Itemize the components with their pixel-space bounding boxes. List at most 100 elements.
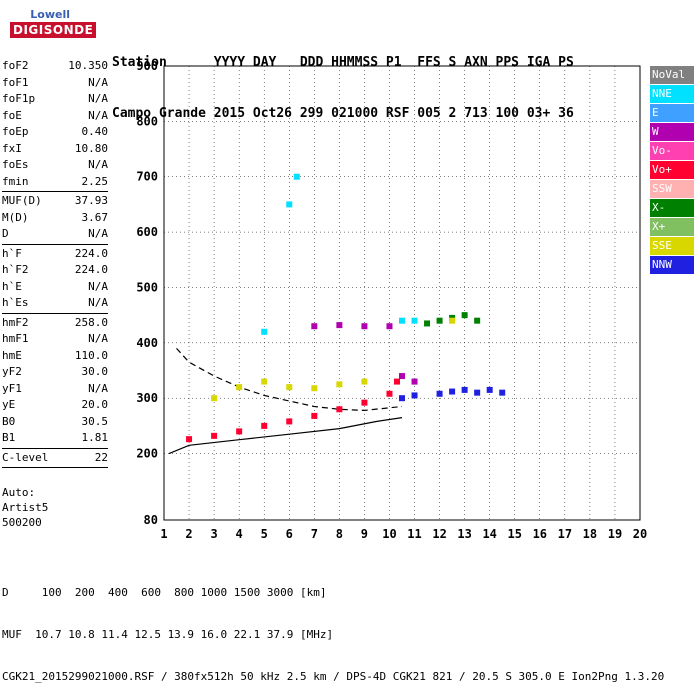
y-tick-label: 80 (144, 513, 158, 527)
param-row: C-level 22 (2, 450, 108, 467)
profile-trace-dashed (176, 347, 403, 412)
param-key: foF1 (2, 75, 29, 89)
bottom-info: D 100 200 400 600 800 1000 1500 3000 [km… (2, 558, 664, 698)
param-key: foEp (2, 125, 29, 138)
param-row: B0 30.5 (2, 414, 108, 431)
data-point (361, 378, 368, 385)
data-point (361, 323, 368, 330)
param-key: foE (2, 108, 22, 122)
param-value: N/A (88, 158, 108, 171)
param-value: 0.40 (81, 125, 109, 138)
data-point (286, 201, 293, 208)
data-point (261, 328, 268, 335)
data-point (261, 378, 268, 385)
param-value: 224.0 (74, 246, 108, 260)
param-value: N/A (88, 227, 108, 240)
data-point (424, 320, 431, 327)
profile-trace-solid (168, 417, 403, 455)
distance-row: D 100 200 400 600 800 1000 1500 3000 [km… (2, 586, 327, 599)
legend-entry: NNW (650, 256, 694, 274)
legend-entry: X- (650, 199, 694, 217)
direction-legend: NoVal NNE E W Vo- Vo+ SSW X- X+ SSE NNW (650, 66, 694, 275)
param-separator (2, 447, 108, 449)
legend-entry: W (650, 123, 694, 141)
data-point (211, 395, 218, 402)
param-key: hmF1 (2, 332, 29, 345)
data-point (311, 412, 318, 419)
legend-entry: NoVal (650, 66, 694, 84)
param-key: hmF2 (2, 315, 29, 329)
data-point (293, 173, 300, 180)
data-point (236, 428, 243, 435)
x-tick-label: 9 (361, 527, 368, 541)
data-point (261, 422, 268, 429)
x-tick-label: 7 (311, 527, 318, 541)
param-value: N/A (88, 332, 108, 345)
param-key: B1 (2, 431, 16, 444)
param-row: M(D) 3.67 (2, 210, 108, 227)
x-tick-label: 13 (457, 527, 471, 541)
param-row: fmin 2.25 (2, 174, 108, 191)
param-value: 30.5 (81, 414, 109, 428)
param-key: hmE (2, 348, 22, 362)
plot-frame (163, 65, 641, 521)
param-key: h`F (2, 246, 22, 260)
param-separator (2, 191, 108, 192)
logo-line1: Lowell (30, 8, 70, 21)
auto-artist: Artist5 (2, 501, 49, 514)
param-value: 110.0 (74, 348, 108, 362)
legend-entry: X+ (650, 218, 694, 236)
param-separator (2, 467, 108, 468)
legend-entry: SSW (650, 180, 694, 198)
x-tick-label: 1 (160, 527, 167, 541)
data-point (336, 322, 343, 329)
param-key: M(D) (2, 210, 29, 224)
footer-line: CGK21_2015299021000.RSF / 380fx512h 50 k… (2, 670, 665, 683)
param-key: fmin (2, 174, 29, 188)
data-point (436, 317, 443, 324)
y-tick-label: 600 (136, 225, 158, 239)
param-row: h`F 224.0 (2, 246, 108, 263)
autoscaling-info: Auto: Artist5 500200 (2, 485, 48, 530)
x-tick-label: 5 (261, 527, 268, 541)
param-row: yE 20.0 (2, 397, 108, 414)
param-key: C-level (2, 450, 49, 464)
param-value: 3.67 (81, 210, 109, 224)
param-value: 37.93 (74, 194, 108, 207)
param-key: yE (2, 398, 16, 411)
auto-label: Auto: (2, 486, 36, 499)
x-tick-label: 10 (382, 527, 396, 541)
param-row: foEp 0.40 (2, 124, 108, 141)
data-point (411, 378, 418, 385)
data-point (486, 386, 493, 393)
x-tick-label: 15 (508, 527, 522, 541)
param-value: 22 (94, 450, 108, 464)
param-value: 2.25 (81, 174, 109, 188)
x-tick-label: 3 (210, 527, 217, 541)
data-point (236, 384, 243, 391)
param-key: B0 (2, 414, 16, 428)
parameter-panel: foF2 10.350 foF1 N/A foF1p N/A foE N/A foEp 0.40 f… (2, 58, 108, 469)
param-row: yF2 30.0 (2, 364, 108, 381)
data-point (286, 418, 293, 425)
param-value: 258.0 (74, 315, 108, 329)
legend-entry: NNE (650, 85, 694, 103)
x-tick-label: 19 (608, 527, 622, 541)
param-value: N/A (88, 381, 108, 395)
param-value: N/A (88, 279, 108, 293)
data-point (499, 389, 506, 396)
data-point (336, 381, 343, 388)
data-point (411, 392, 418, 399)
param-row: B1 1.81 (2, 430, 108, 447)
legend-entry: Vo+ (650, 161, 694, 179)
x-tick-label: 2 (185, 527, 192, 541)
param-value: N/A (88, 296, 108, 309)
param-row: h`Es N/A (2, 295, 108, 312)
data-point (286, 384, 293, 391)
data-point (461, 386, 468, 393)
data-point (461, 312, 468, 319)
x-tick-label: 18 (583, 527, 597, 541)
y-tick-label: 700 (136, 170, 158, 184)
param-key: MUF(D) (2, 194, 42, 207)
x-tick-label: 14 (482, 527, 496, 541)
